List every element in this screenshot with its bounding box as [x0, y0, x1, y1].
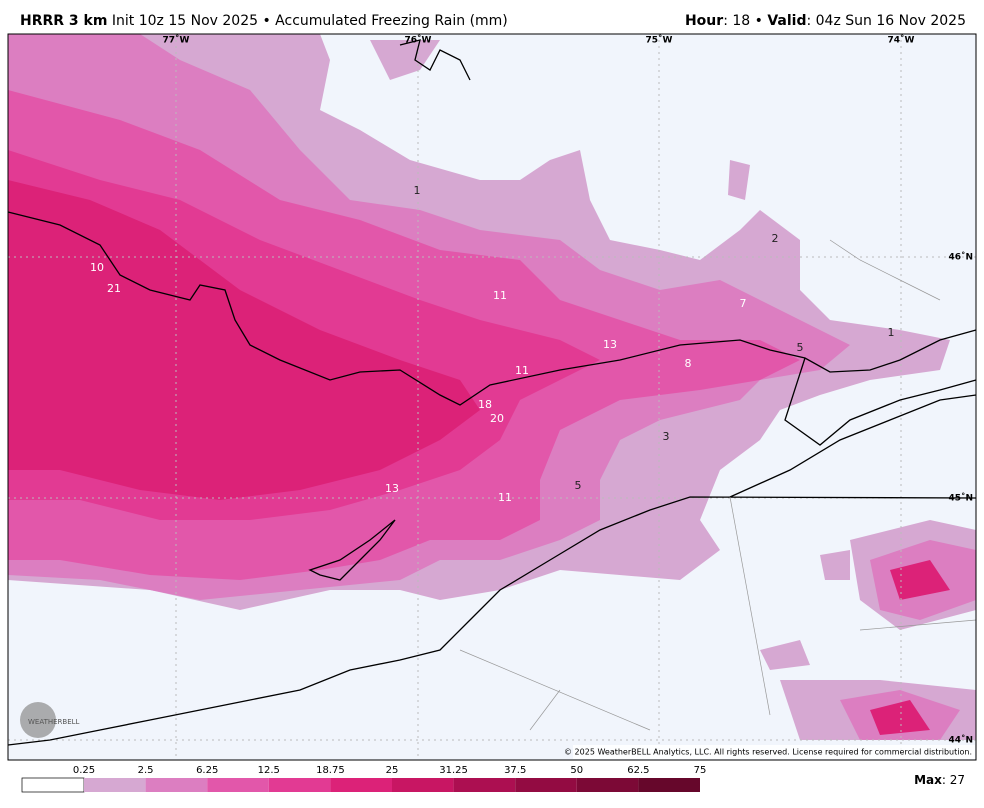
legend-tick: 0.25	[73, 765, 95, 776]
max: Max: 27	[914, 773, 965, 787]
point-label: 7	[740, 297, 747, 310]
point-label: 5	[575, 479, 582, 492]
map: 77˚W 76˚W 75˚W 74˚W46˚N45˚N44˚N121021117131…	[7, 33, 977, 761]
header-title: HRRR 3 km Init 10z 15 Nov 2025 • Accumul…	[20, 13, 508, 29]
point-label: 11	[515, 364, 529, 377]
legend-swatch	[268, 778, 331, 792]
legend-swatch	[638, 778, 700, 792]
legend-swatch	[515, 778, 577, 792]
legend-tick: 25	[386, 765, 399, 776]
logo-mark	[20, 702, 56, 738]
legend: 0.25 2.5 6.25 12.5 18.75 25 31.25 37.5 50 62.5 75	[21, 765, 707, 793]
legend-swatch	[84, 778, 146, 792]
point-label: 13	[603, 338, 617, 351]
legend-tick: 6.25	[196, 765, 218, 776]
legend-tick: 37.5	[504, 765, 526, 776]
copyright: © 2025 WeatherBELL Analytics, LLC. All r…	[564, 748, 972, 757]
legend-tick: 2.5	[138, 765, 154, 776]
legend-swatch	[21, 777, 85, 793]
lon-label: 76˚W	[405, 35, 432, 46]
point-label: 20	[490, 412, 504, 425]
lon-label: 77˚W	[163, 35, 190, 46]
point-label: 3	[663, 430, 670, 443]
point-label: 5	[797, 341, 804, 354]
legend-swatch	[145, 778, 208, 792]
legend-tick: 31.25	[439, 765, 468, 776]
point-label: 1	[888, 326, 895, 339]
legend-swatch	[453, 778, 516, 792]
legend-swatch	[392, 778, 454, 792]
lat-label: 45˚N	[948, 493, 973, 504]
legend-swatch	[207, 778, 269, 792]
point-label: 18	[478, 398, 492, 411]
point-label: 10	[90, 261, 104, 274]
point-label: 11	[498, 491, 512, 504]
legend-tick: 50	[570, 765, 583, 776]
point-label: 8	[685, 357, 692, 370]
point-label: 1	[414, 184, 421, 197]
legend-tick: 75	[694, 765, 707, 776]
legend-tick: 18.75	[316, 765, 345, 776]
point-label: 11	[493, 289, 507, 302]
logo: WEATHERBELL	[28, 718, 80, 726]
lon-label: 75˚W	[646, 35, 673, 46]
lon-label: 74˚W	[888, 35, 915, 46]
lat-label: 46˚N	[948, 252, 973, 263]
legend-swatch	[576, 778, 639, 792]
legend-tick: 12.5	[258, 765, 280, 776]
point-label: 21	[107, 282, 121, 295]
header-valid: Hour: 18 • Valid: 04z Sun 16 Nov 2025	[685, 13, 966, 29]
lat-label: 44˚N	[948, 735, 973, 746]
legend-swatch	[330, 778, 392, 792]
point-label: 2	[772, 232, 779, 245]
point-label: 13	[385, 482, 399, 495]
legend-tick: 62.5	[627, 765, 649, 776]
